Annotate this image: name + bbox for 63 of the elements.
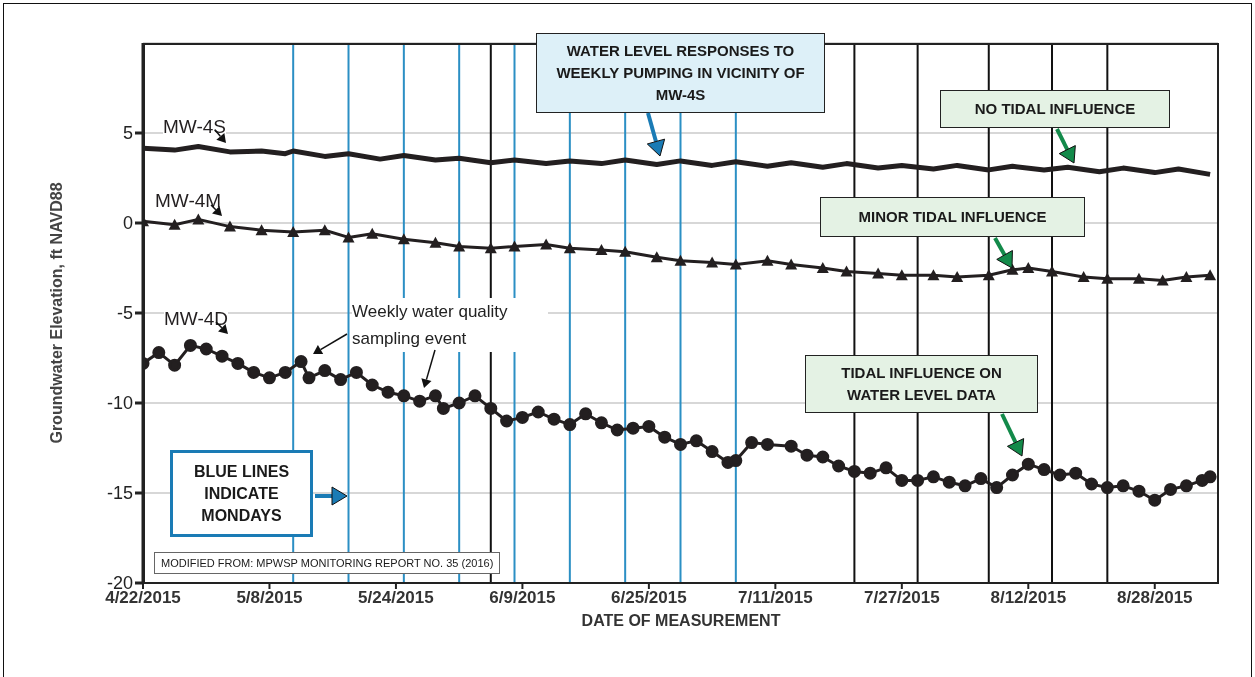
point [1077, 271, 1090, 282]
x-tick-label: 6/9/2015 [489, 588, 556, 608]
point [168, 218, 181, 230]
point [540, 238, 553, 250]
point [785, 258, 798, 270]
series-label: MW-4M [155, 190, 222, 212]
point [1204, 269, 1217, 281]
callout-box: MINOR TIDAL INFLUENCE [820, 197, 1085, 237]
point [982, 269, 995, 281]
point [223, 220, 236, 232]
x-tick-label: 5/24/2015 [358, 588, 434, 608]
x-tick-label: 7/11/2015 [738, 588, 813, 608]
point [706, 256, 719, 268]
point [453, 240, 466, 252]
y-tick-label: -10 [106, 393, 133, 414]
point [366, 227, 379, 239]
callout-box: NO TIDAL INFLUENCE [940, 90, 1170, 128]
y-axis-title: Groundwater Elevation, ft NAVD88 [47, 181, 66, 446]
point [951, 271, 964, 282]
y-tick-label: -15 [106, 483, 133, 504]
y-tick-label: 0 [122, 213, 133, 234]
point [563, 242, 576, 254]
series-label: MW-4D [164, 308, 229, 330]
point [816, 262, 829, 273]
point [484, 242, 497, 254]
y-tick-label: 5 [122, 123, 133, 144]
point [872, 267, 885, 279]
x-tick-label: 6/25/2015 [611, 588, 687, 608]
point [1022, 262, 1035, 273]
point [927, 269, 940, 281]
point [1180, 271, 1193, 282]
x-tick-label: 5/8/2015 [236, 588, 303, 608]
point [429, 236, 442, 248]
point [287, 226, 300, 237]
callout-box: WATER LEVEL RESPONSES TO WEEKLY PUMPING IN VICINITY OF MW-4S [536, 33, 825, 113]
point [1046, 265, 1059, 277]
point [595, 244, 608, 255]
point [508, 240, 521, 252]
y-tick-label: -5 [116, 303, 133, 324]
point [1132, 272, 1145, 284]
x-tick-label: 8/12/2015 [990, 588, 1067, 608]
point [761, 254, 774, 266]
x-tick-label: 8/28/2015 [1116, 588, 1193, 608]
point [729, 258, 742, 270]
series-label: MW-4S [163, 116, 226, 138]
point [342, 231, 355, 243]
annotation: Weekly water quality sampling event [352, 298, 548, 352]
point [1156, 274, 1169, 286]
point [192, 213, 205, 225]
callout-box: BLUE LINES INDICATE MONDAYS [170, 450, 313, 537]
point [397, 233, 410, 245]
point [1101, 272, 1114, 284]
point [674, 254, 687, 266]
x-axis-title: DATE OF MEASUREMENT [580, 612, 782, 630]
callout-box: TIDAL INFLUENCE ON WATER LEVEL DATA [805, 355, 1038, 413]
x-tick-label: 7/27/2015 [864, 588, 940, 608]
point [619, 245, 632, 257]
point [650, 251, 663, 263]
point [840, 265, 853, 277]
point [895, 269, 908, 281]
point [318, 224, 331, 236]
callout-box: MODIFIED FROM: MPWSP MONITORING REPORT NO. 35 (2016) [154, 552, 501, 574]
point [255, 224, 268, 236]
